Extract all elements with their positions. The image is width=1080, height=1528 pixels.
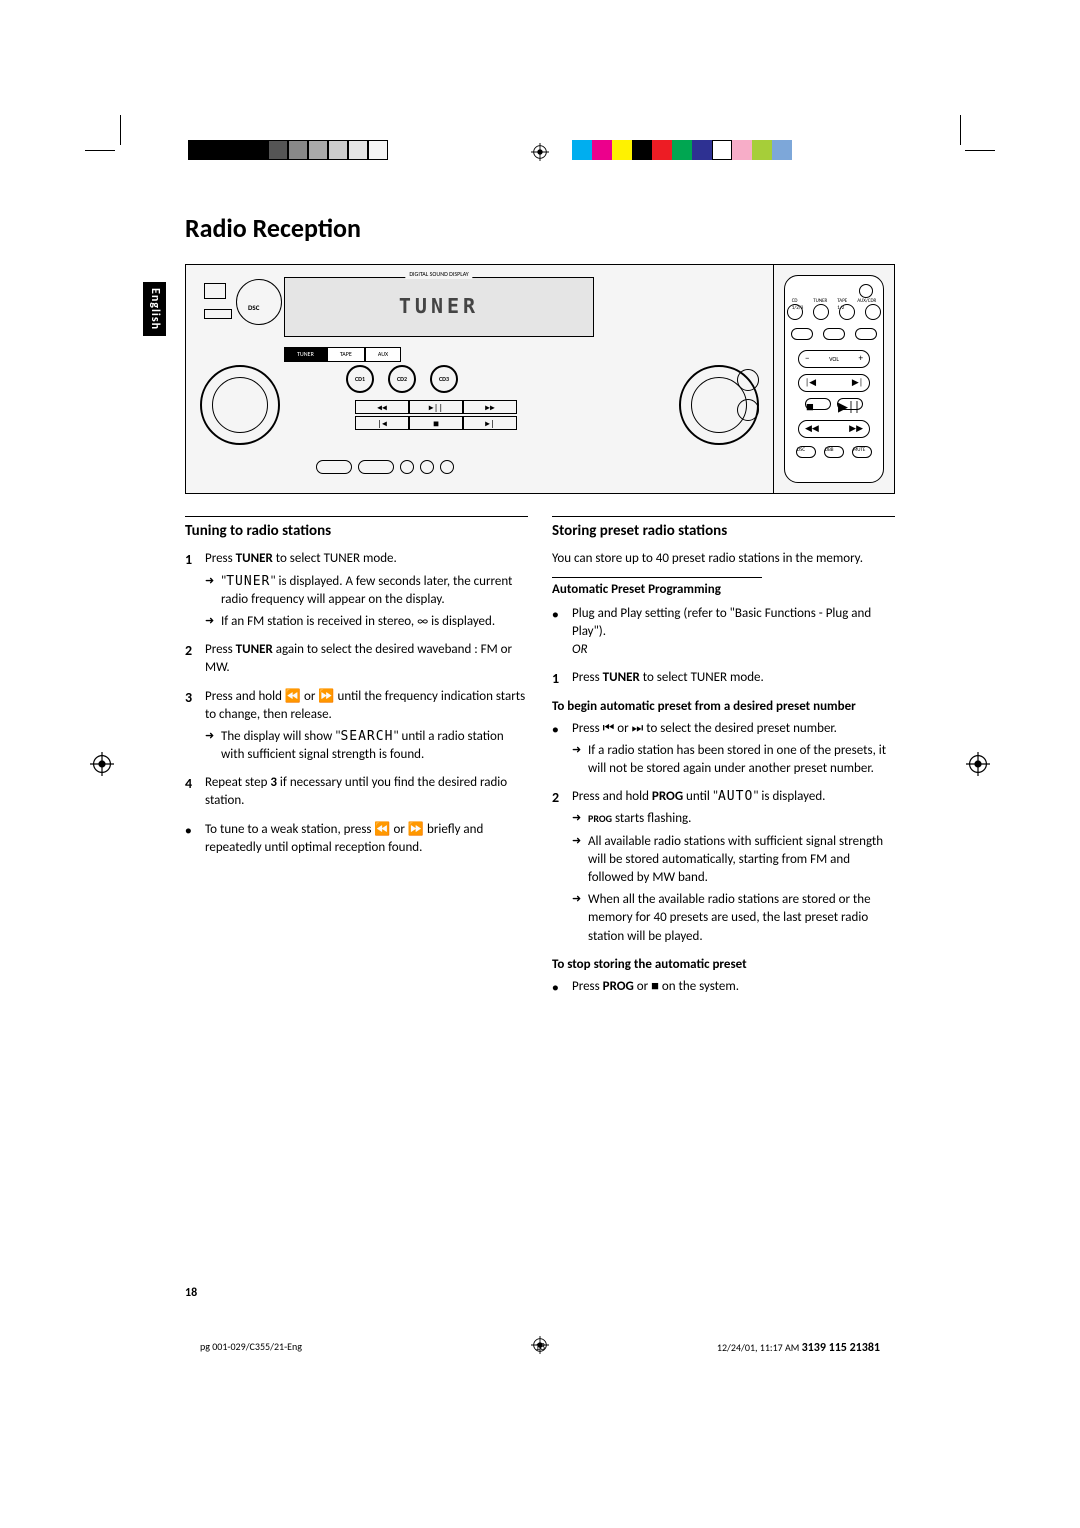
reg-target-icon [90,752,114,776]
subhead: To stop storing the automatic preset [552,956,895,974]
section-heading: Tuning to radio stations [185,516,528,542]
bullet: To tune to a weak station, press ⏪ or ⏩ … [205,821,528,857]
step-3: 3 Press and hold ⏪ or ⏩ until the freque… [205,688,528,765]
step-2: 2 Press TUNER again to select the desire… [205,641,528,677]
bullet: Press PROG or ■ on the system. [572,978,895,996]
section-heading: Storing preset radio stations [552,516,895,542]
page-title: Radio Reception [185,210,895,246]
reg-target-icon [531,1336,549,1354]
main-unit-illustration: DSC DIGITAL SOUND DISPLAY TUNER TUNER TA… [186,265,774,493]
step-2: 2 Press and hold PROG until "AUTO" is di… [572,788,895,946]
right-column: Storing preset radio stations You can st… [552,516,895,1006]
step-1: 1 Press TUNER to select TUNER mode. [572,669,895,687]
page-content: Radio Reception DSC DIGITAL SOUND DISPLA… [185,210,895,1006]
step-4: 4 Repeat step 3 if necessary until you f… [205,774,528,810]
page-number: 18 [185,1285,197,1302]
subsection-heading: Automatic Preset Programming [552,577,762,599]
remote-illustration: CD 1/2/3TUNERTAPE 1/2AUX/CDR −VOL+ |◀▶| … [774,265,894,493]
device-illustration: DSC DIGITAL SOUND DISPLAY TUNER TUNER TA… [185,264,895,494]
step-1: 1 Press TUNER to select TUNER mode. "TUN… [205,550,528,631]
bullet: Press ⏮ or ⏭ to select the desired prese… [572,720,895,779]
reg-target-icon [531,143,549,161]
left-column: Tuning to radio stations 1 Press TUNER t… [185,516,528,1006]
reg-target-icon [966,752,990,776]
language-tab: English [143,282,166,336]
subhead: To begin automatic preset from a desired… [552,698,895,716]
bullet: Plug and Play setting (refer to "Basic F… [572,605,895,660]
